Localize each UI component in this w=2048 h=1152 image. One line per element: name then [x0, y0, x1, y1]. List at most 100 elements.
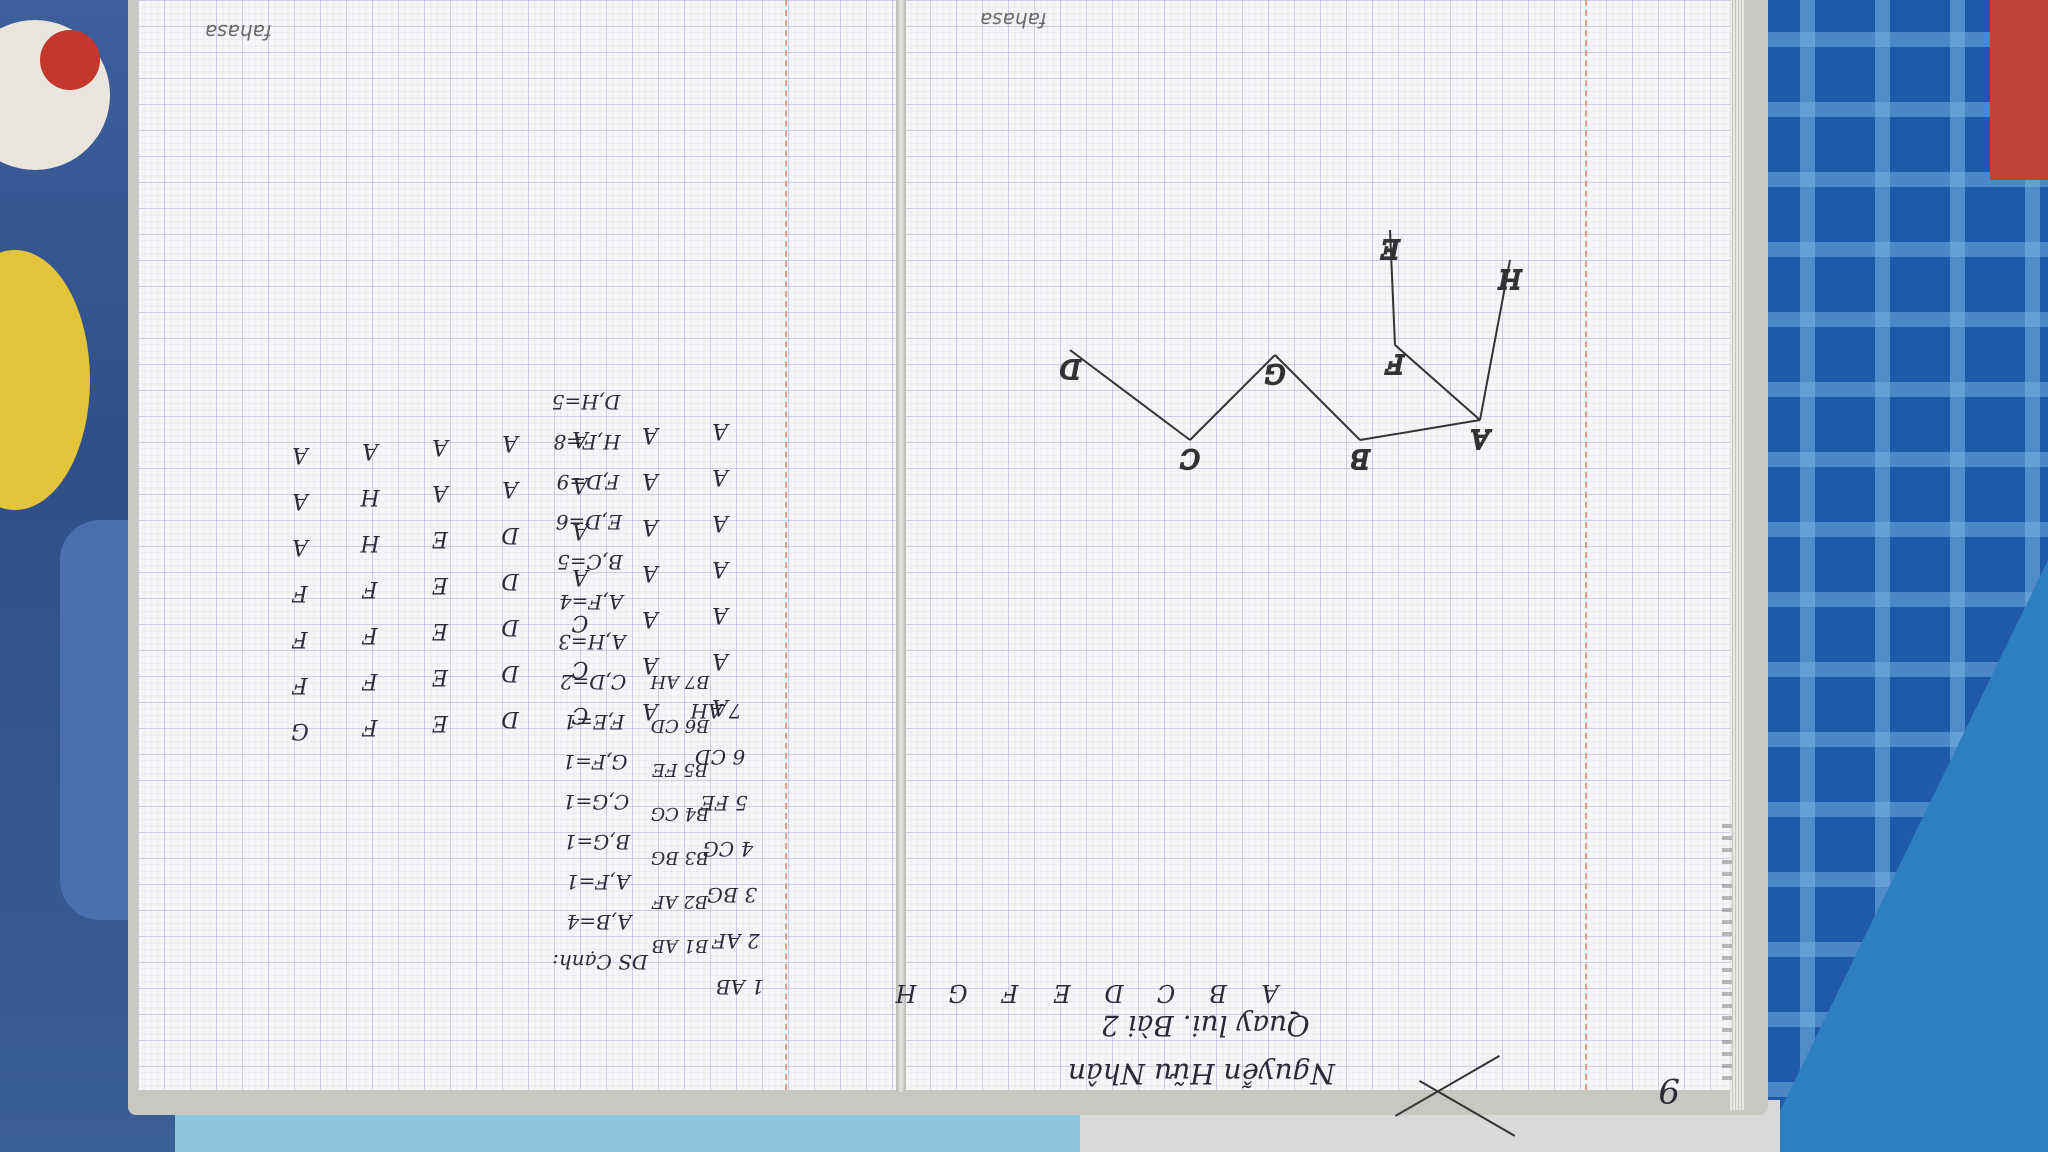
graph-edge: [1359, 419, 1481, 441]
row-cell: A: [712, 464, 730, 489]
row-label: 7 AH: [690, 699, 742, 723]
column-header: H: [894, 979, 917, 1007]
row-cell: A: [362, 438, 380, 463]
column-header: E: [1053, 979, 1072, 1007]
edge-list-item: B,C=5: [557, 550, 624, 574]
fabric-print-red: [40, 30, 100, 90]
row-cell: A: [572, 426, 590, 451]
edge-list-item: G,F=1: [563, 750, 628, 774]
row-cell: A: [292, 442, 310, 467]
left-page-layer: DS Cạnh: A,B=4 A,F=1 B,G=1 C,G=1 G,F=1 F,E=1 C,…: [552, 390, 711, 974]
row-label: 4 CG: [703, 837, 754, 861]
edge-list-item: A,H=3: [558, 630, 628, 654]
row-cell: G: [291, 718, 309, 743]
step-item: B5 FE: [652, 759, 709, 780]
step-item: B1 AB: [652, 935, 710, 956]
row-cell: F: [362, 714, 379, 739]
row-cell: A: [572, 472, 590, 497]
step-item: B7 AH: [650, 671, 710, 692]
row-label: 6 CD: [695, 745, 745, 769]
edge-list-item: A,F=4: [559, 590, 625, 614]
row-label: 1 AB: [716, 975, 764, 999]
fabric-right: [1740, 0, 2048, 1152]
row-cell: A: [642, 468, 660, 493]
graph-node: G: [1265, 358, 1286, 388]
row-cell: F: [362, 576, 379, 601]
graph-node: D: [1059, 353, 1081, 383]
row-cell: A: [712, 648, 730, 673]
edge-list-item: C,D=2: [560, 670, 626, 694]
row-cell: A: [712, 510, 730, 535]
notebook-page-right: [904, 0, 1730, 1090]
row-cell: A: [642, 422, 660, 447]
row-cell: A: [642, 606, 660, 631]
row-cell: A: [292, 534, 310, 559]
row-cell: E: [432, 618, 449, 643]
graph-node: C: [1180, 443, 1200, 473]
notebook-page-left: [138, 0, 900, 1090]
row-cell: D: [501, 522, 520, 547]
row-cell: F: [292, 580, 309, 605]
edge-list-item: E,D=6: [555, 510, 623, 534]
row-cell: A: [712, 556, 730, 581]
graph-node: H: [1497, 263, 1522, 293]
margin-line-left: [785, 0, 787, 1090]
graph-sketch: A B C D E F G H: [1058, 229, 1523, 474]
row-cell: A: [432, 434, 450, 459]
row-cell: F: [362, 668, 379, 693]
page-edge-stack: [1730, 0, 1744, 1110]
graph-node: E: [1380, 233, 1400, 263]
row-cell: E: [432, 710, 449, 735]
row-cell: H: [360, 484, 381, 509]
row-cell: A: [642, 652, 660, 677]
fabric-red-patch: [1990, 0, 2048, 180]
column-header: A: [1261, 979, 1280, 1007]
edge-list-item: A,F=1: [566, 870, 632, 894]
row-cell: A: [432, 480, 450, 505]
edge-list-item: H,F=8: [553, 430, 621, 454]
step-item: B6 CD: [650, 715, 710, 736]
row-cell: E: [432, 572, 449, 597]
row-cell: A: [572, 564, 590, 589]
edge-list-item: D,H=5: [552, 390, 622, 414]
column-header: G: [948, 979, 967, 1007]
margin-line-right: [1585, 0, 1587, 1090]
row-cell: A: [642, 514, 660, 539]
step-item: B3 BG: [651, 847, 710, 868]
row-cell: D: [501, 660, 520, 685]
row-cell: D: [501, 568, 520, 593]
graph-node: F: [1385, 348, 1405, 378]
edge-list-item: F,E=1: [563, 710, 625, 734]
row-cell: C: [571, 702, 588, 727]
notebook-spine: [896, 0, 906, 1092]
row-cell: A: [642, 698, 660, 723]
row-cell: D: [501, 614, 520, 639]
graph-node: B: [1350, 443, 1370, 473]
row-cell: A: [712, 602, 730, 627]
row-cell: A: [642, 560, 660, 585]
row-cell: A: [502, 476, 520, 501]
row-cell: D: [501, 706, 520, 731]
edge-list-item: A,B=4: [567, 910, 634, 934]
edge-list-item: F,D=9: [556, 470, 620, 494]
graph-edge: [1394, 344, 1481, 421]
row-cell: F: [292, 626, 309, 651]
edge-list-item: B,G=1: [564, 830, 632, 854]
graph-node: A: [1471, 423, 1492, 453]
row-cell: F: [362, 622, 379, 647]
edge-list-item: DS Cạnh:: [552, 950, 649, 974]
row-cell: A: [572, 518, 590, 543]
row-cell: E: [432, 526, 449, 551]
graph-edge: [1479, 259, 1511, 421]
row-cell: H: [360, 530, 381, 555]
row-label: 2 AF: [711, 929, 761, 953]
row-cell: A: [292, 488, 310, 513]
graph-edge: [1274, 354, 1361, 441]
row-cell: A: [502, 430, 520, 455]
column-header: D: [1104, 979, 1124, 1007]
graph-edge: [1389, 229, 1396, 346]
row-cell: C: [571, 610, 588, 635]
